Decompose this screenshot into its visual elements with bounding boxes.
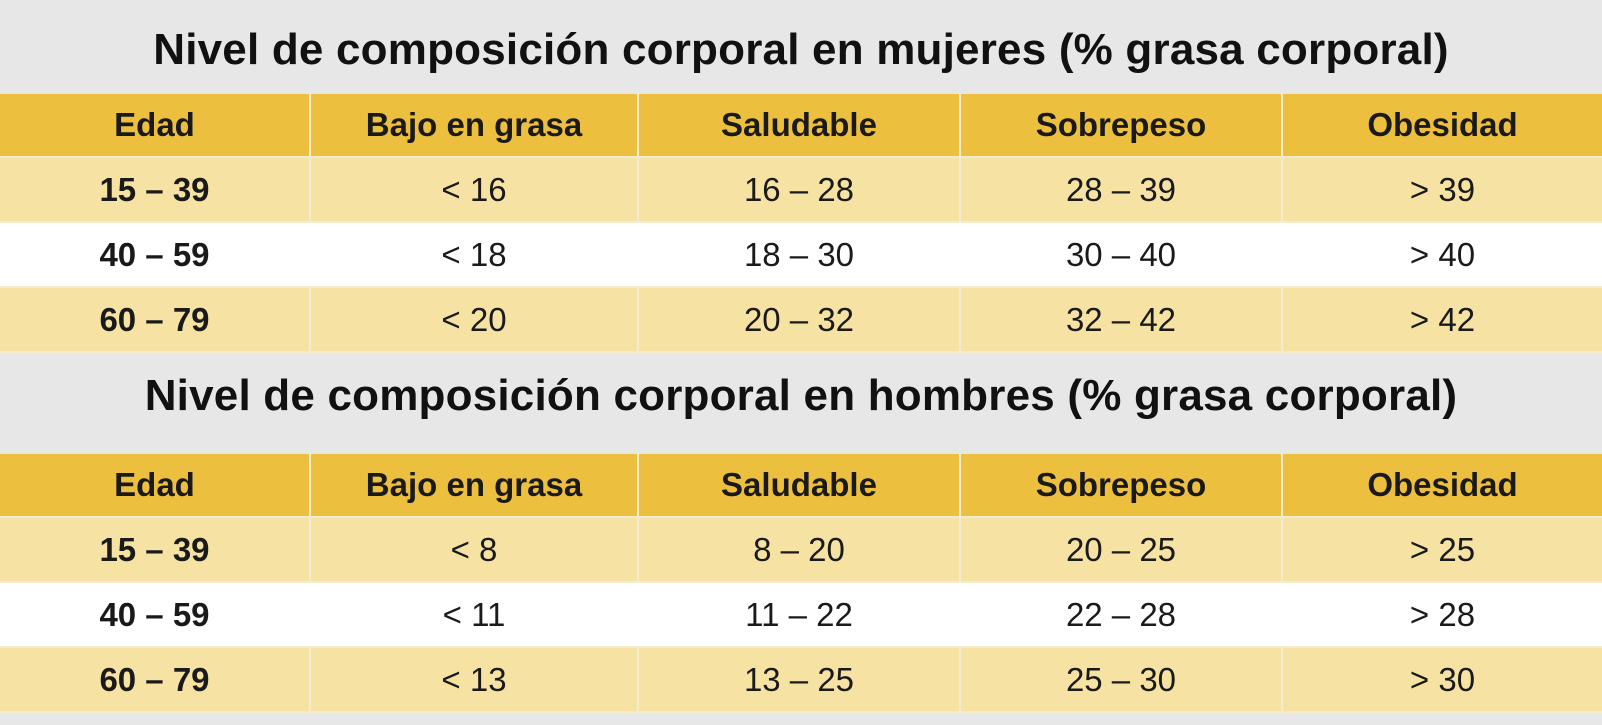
table-row: 60 – 79 < 20 20 – 32 32 – 42 > 42 — [0, 287, 1602, 353]
overweight-cell: 20 – 25 — [960, 517, 1283, 583]
women-table-title: Nivel de composición corporal en mujeres… — [153, 25, 1449, 74]
header-obesity: Obesidad — [1282, 94, 1602, 158]
overweight-cell: 30 – 40 — [960, 222, 1283, 288]
age-cell: 15 – 39 — [0, 157, 311, 223]
table-row: 40 – 59 < 11 11 – 22 22 – 28 > 28 — [0, 582, 1602, 648]
table-header-row: Edad Bajo en grasa Saludable Sobrepeso O… — [0, 94, 1602, 158]
age-cell: 15 – 39 — [0, 517, 311, 583]
table-row: 15 – 39 < 8 8 – 20 20 – 25 > 25 — [0, 517, 1602, 583]
header-healthy: Saludable — [638, 454, 961, 518]
low-fat-cell: < 11 — [310, 582, 639, 648]
table-row: 15 – 39 < 16 16 – 28 28 – 39 > 39 — [0, 157, 1602, 223]
header-obesity: Obesidad — [1282, 454, 1602, 518]
healthy-cell: 20 – 32 — [638, 287, 961, 353]
obesity-cell: > 30 — [1282, 647, 1602, 713]
table-row: 60 – 79 < 13 13 – 25 25 – 30 > 30 — [0, 647, 1602, 713]
healthy-cell: 8 – 20 — [638, 517, 961, 583]
low-fat-cell: < 18 — [310, 222, 639, 288]
healthy-cell: 13 – 25 — [638, 647, 961, 713]
header-overweight: Sobrepeso — [960, 94, 1283, 158]
low-fat-cell: < 8 — [310, 517, 639, 583]
age-cell: 60 – 79 — [0, 287, 311, 353]
table-row: 40 – 59 < 18 18 – 30 30 – 40 > 40 — [0, 222, 1602, 288]
obesity-cell: > 42 — [1282, 287, 1602, 353]
age-cell: 60 – 79 — [0, 647, 311, 713]
header-low-fat: Bajo en grasa — [310, 94, 639, 158]
men-table-title: Nivel de composición corporal en hombres… — [144, 371, 1458, 420]
men-section: Nivel de composición corporal en hombres… — [0, 362, 1602, 713]
men-body-fat-table: Edad Bajo en grasa Saludable Sobrepeso O… — [0, 454, 1602, 713]
header-age: Edad — [0, 94, 311, 158]
overweight-cell: 25 – 30 — [960, 647, 1283, 713]
healthy-cell: 11 – 22 — [638, 582, 961, 648]
healthy-cell: 16 – 28 — [638, 157, 961, 223]
obesity-cell: > 39 — [1282, 157, 1602, 223]
table-header-row: Edad Bajo en grasa Saludable Sobrepeso O… — [0, 454, 1602, 518]
age-cell: 40 – 59 — [0, 222, 311, 288]
overweight-cell: 32 – 42 — [960, 287, 1283, 353]
obesity-cell: > 28 — [1282, 582, 1602, 648]
low-fat-cell: < 16 — [310, 157, 639, 223]
header-low-fat: Bajo en grasa — [310, 454, 639, 518]
obesity-cell: > 40 — [1282, 222, 1602, 288]
overweight-cell: 22 – 28 — [960, 582, 1283, 648]
low-fat-cell: < 13 — [310, 647, 639, 713]
women-body-fat-table: Edad Bajo en grasa Saludable Sobrepeso O… — [0, 94, 1602, 353]
women-section: Nivel de composición corporal en mujeres… — [0, 0, 1602, 353]
header-overweight: Sobrepeso — [960, 454, 1283, 518]
obesity-cell: > 25 — [1282, 517, 1602, 583]
age-cell: 40 – 59 — [0, 582, 311, 648]
header-age: Edad — [0, 454, 311, 518]
healthy-cell: 18 – 30 — [638, 222, 961, 288]
low-fat-cell: < 20 — [310, 287, 639, 353]
overweight-cell: 28 – 39 — [960, 157, 1283, 223]
header-healthy: Saludable — [638, 94, 961, 158]
